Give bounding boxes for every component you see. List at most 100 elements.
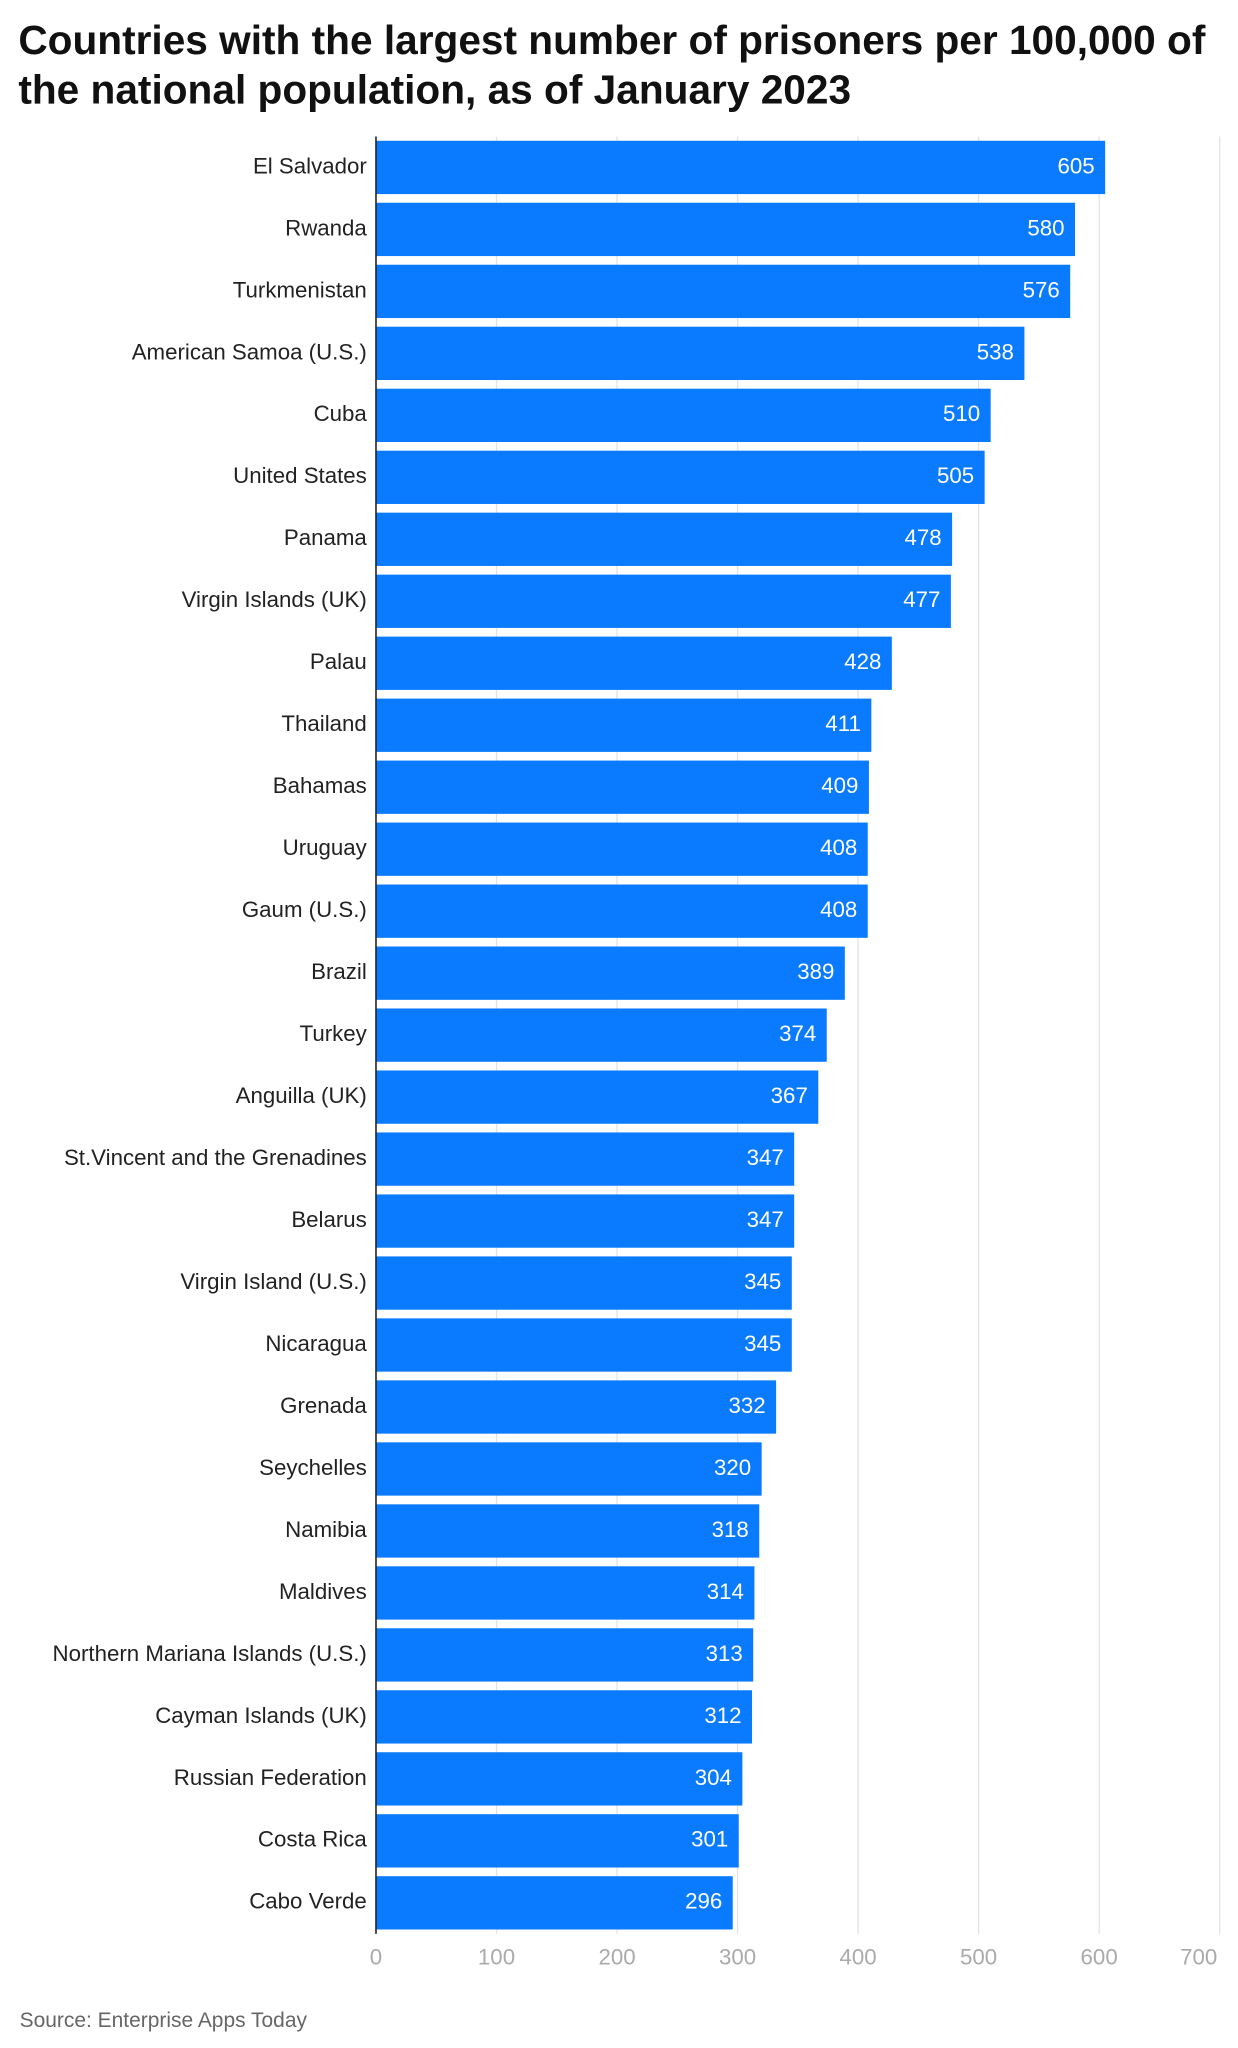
y-tick-label: Nicaragua xyxy=(265,1331,367,1356)
x-tick-label: 0 xyxy=(370,1945,382,1970)
value-label: 408 xyxy=(820,897,857,922)
title-box: Countries with the largest number of pri… xyxy=(18,17,1206,113)
y-tick-label: El Salvador xyxy=(253,153,367,178)
chart-title: Countries with the largest number of pri… xyxy=(18,17,1206,113)
source: Source: Enterprise Apps Today xyxy=(20,2009,308,2032)
bar xyxy=(375,140,1106,195)
bar xyxy=(375,1070,819,1124)
x-tick-label: 200 xyxy=(598,1945,635,1970)
y-tick-label: Grenada xyxy=(280,1393,367,1418)
bar xyxy=(375,1628,754,1682)
y-tick-label: Panama xyxy=(284,525,368,550)
y-tick-label: Virgin Islands (UK) xyxy=(182,587,367,612)
bar xyxy=(375,450,985,504)
value-label: 576 xyxy=(1023,277,1060,302)
y-tick-label: Costa Rica xyxy=(258,1827,368,1852)
bar xyxy=(375,1814,739,1868)
x-tick-label: 500 xyxy=(960,1945,997,1970)
y-tick-label: Cabo Verde xyxy=(249,1889,367,1914)
y-tick-label: Virgin Island (U.S.) xyxy=(180,1269,366,1294)
bar xyxy=(375,1008,827,1062)
value-label: 367 xyxy=(771,1083,808,1108)
bar xyxy=(375,574,951,628)
y-tick-label: American Samoa (U.S.) xyxy=(132,339,367,364)
value-label: 408 xyxy=(820,835,857,860)
bar xyxy=(375,1318,792,1372)
x-tick-label: 400 xyxy=(840,1945,877,1970)
bar xyxy=(375,946,845,1000)
value-label: 312 xyxy=(704,1703,741,1728)
y-tick-label: Turkmenistan xyxy=(233,277,367,302)
x-tick-label: 700 xyxy=(1180,1945,1217,1970)
value-label: 580 xyxy=(1027,215,1064,240)
value-label: 411 xyxy=(825,711,861,736)
value-label: 510 xyxy=(943,401,980,426)
bar xyxy=(375,1380,777,1434)
x-tick-label: 100 xyxy=(478,1945,515,1970)
y-tick-label: Seychelles xyxy=(259,1455,367,1480)
value-label: 320 xyxy=(714,1455,751,1480)
value-label: 477 xyxy=(903,587,940,612)
value-label: 304 xyxy=(695,1765,732,1790)
bar xyxy=(375,1132,795,1186)
y-tick-label: Palau xyxy=(310,649,367,674)
bar xyxy=(375,1504,760,1558)
value-label: 374 xyxy=(779,1021,816,1046)
bar xyxy=(375,326,1025,381)
bar xyxy=(375,760,869,814)
value-label: 389 xyxy=(797,959,834,984)
bar xyxy=(375,884,868,938)
y-tick-label: Russian Federation xyxy=(174,1765,367,1790)
y-tick-label: Brazil xyxy=(311,959,367,984)
bar xyxy=(375,1690,753,1744)
bar xyxy=(375,1752,743,1806)
y-tick-label: Thailand xyxy=(281,711,366,736)
bar xyxy=(375,512,953,566)
value-label: 345 xyxy=(744,1331,781,1356)
y-tick-label: Cuba xyxy=(314,401,368,426)
y-tick-label: Anguilla (UK) xyxy=(236,1083,367,1108)
value-label: 296 xyxy=(685,1889,722,1914)
bar xyxy=(375,1876,733,1930)
y-tick-label: Bahamas xyxy=(273,773,367,798)
bar xyxy=(375,698,872,752)
value-label: 409 xyxy=(821,773,858,798)
bar xyxy=(375,1442,762,1496)
bar xyxy=(375,1566,755,1620)
y-tick-label: Rwanda xyxy=(285,215,367,240)
value-label: 345 xyxy=(744,1269,781,1294)
value-label: 605 xyxy=(1058,153,1095,178)
bar xyxy=(375,1194,795,1248)
value-label: 318 xyxy=(712,1517,749,1542)
value-label: 505 xyxy=(937,463,974,488)
y-tick-label: Turkey xyxy=(300,1021,368,1046)
bar xyxy=(375,822,868,876)
bar xyxy=(375,388,991,442)
value-label: 347 xyxy=(747,1207,784,1232)
value-label: 538 xyxy=(977,339,1014,364)
bar xyxy=(375,636,892,690)
value-label: 478 xyxy=(904,525,941,550)
bar xyxy=(375,202,1076,257)
y-tick-label: Northern Mariana Islands (U.S.) xyxy=(53,1641,367,1666)
y-tick-label: Cayman Islands (UK) xyxy=(155,1703,367,1728)
value-label: 428 xyxy=(844,649,881,674)
y-tick-label: Belarus xyxy=(291,1207,367,1232)
y-tick-label: United States xyxy=(233,463,367,488)
x-tick-label: 300 xyxy=(719,1945,756,1970)
value-label: 347 xyxy=(747,1145,784,1170)
bar xyxy=(375,264,1071,319)
value-label: 301 xyxy=(691,1827,728,1852)
value-label: 332 xyxy=(728,1393,765,1418)
y-tick-label: St.Vincent and the Grenadines xyxy=(64,1145,367,1170)
y-tick-label: Gaum (U.S.) xyxy=(242,897,367,922)
value-label: 314 xyxy=(707,1579,744,1604)
y-tick-label: Namibia xyxy=(285,1517,367,1542)
bar xyxy=(375,1256,792,1310)
y-tick-label: Uruguay xyxy=(283,835,368,860)
y-tick-label: Maldives xyxy=(279,1579,367,1604)
x-tick-label: 600 xyxy=(1081,1945,1118,1970)
value-label: 313 xyxy=(706,1641,743,1666)
